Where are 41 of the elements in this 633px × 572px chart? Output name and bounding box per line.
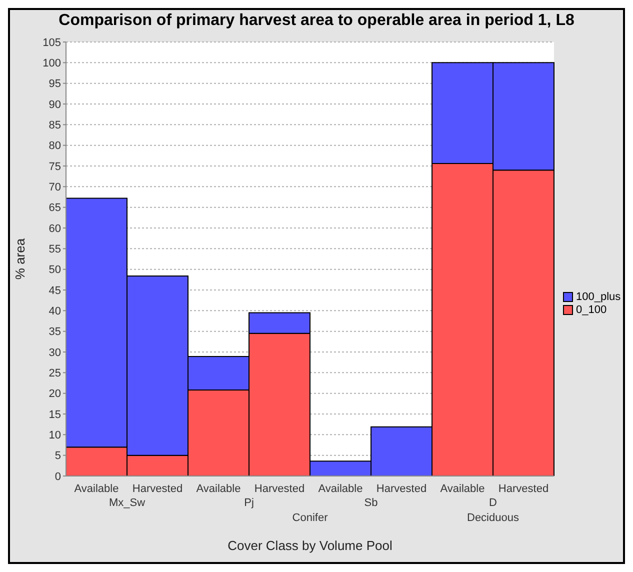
y-tick-label: 75 (48, 160, 61, 173)
y-tick-label: 55 (48, 244, 61, 256)
y-tick-label: 35 (48, 326, 61, 338)
y-tick-label: 100 (42, 58, 61, 70)
y-axis-title: % area (12, 238, 28, 280)
text: D (489, 497, 498, 509)
y-tick-label: 95 (48, 78, 61, 90)
y-tick-label: 15 (48, 408, 61, 421)
legend-label: 100_plus (576, 290, 621, 302)
text: Pj (244, 497, 254, 509)
y-tick-label: 10 (48, 430, 61, 442)
x-tick-label: Harvested (132, 482, 183, 495)
x-tick-label: Harvested (376, 482, 427, 495)
y-tick-label: 45 (48, 284, 61, 297)
x-tick-label: Available (318, 482, 363, 495)
y-tick-label: 70 (48, 182, 61, 194)
y-tick-label: 80 (48, 140, 61, 152)
y-tick-label: 105 (42, 36, 61, 49)
chart-title: Comparison of primary harvest area to operable area in period 1, L8 (58, 11, 576, 31)
y-tick-label: 50 (48, 264, 61, 276)
y-tick-label: 0 (54, 470, 61, 483)
text: Deciduous (467, 512, 520, 524)
x-tick-label: Available (74, 482, 119, 495)
text: Conifer (292, 512, 328, 524)
x-tick-label: Harvested (254, 482, 305, 495)
x-tick-label: Available (440, 482, 485, 495)
y-tick-label: 25 (48, 368, 61, 380)
y-tick-label: 40 (48, 306, 61, 318)
y-tick-label: 5 (54, 450, 61, 462)
y-tick-label: 30 (48, 346, 61, 359)
text: Sb (364, 497, 378, 509)
x-tick-label: Available (196, 482, 241, 495)
legend-label: 0_100 (576, 304, 607, 316)
y-tick-label: 65 (48, 202, 61, 214)
x-axis-title: Cover Class by Volume Pool (228, 538, 392, 553)
x-tick-label: Harvested (498, 482, 549, 495)
text: Mx_Sw (108, 497, 146, 509)
y-tick-label: 60 (48, 222, 61, 235)
y-tick-label: 20 (48, 388, 61, 400)
y-tick-label: 85 (48, 120, 61, 132)
y-tick-label: 90 (48, 98, 61, 111)
